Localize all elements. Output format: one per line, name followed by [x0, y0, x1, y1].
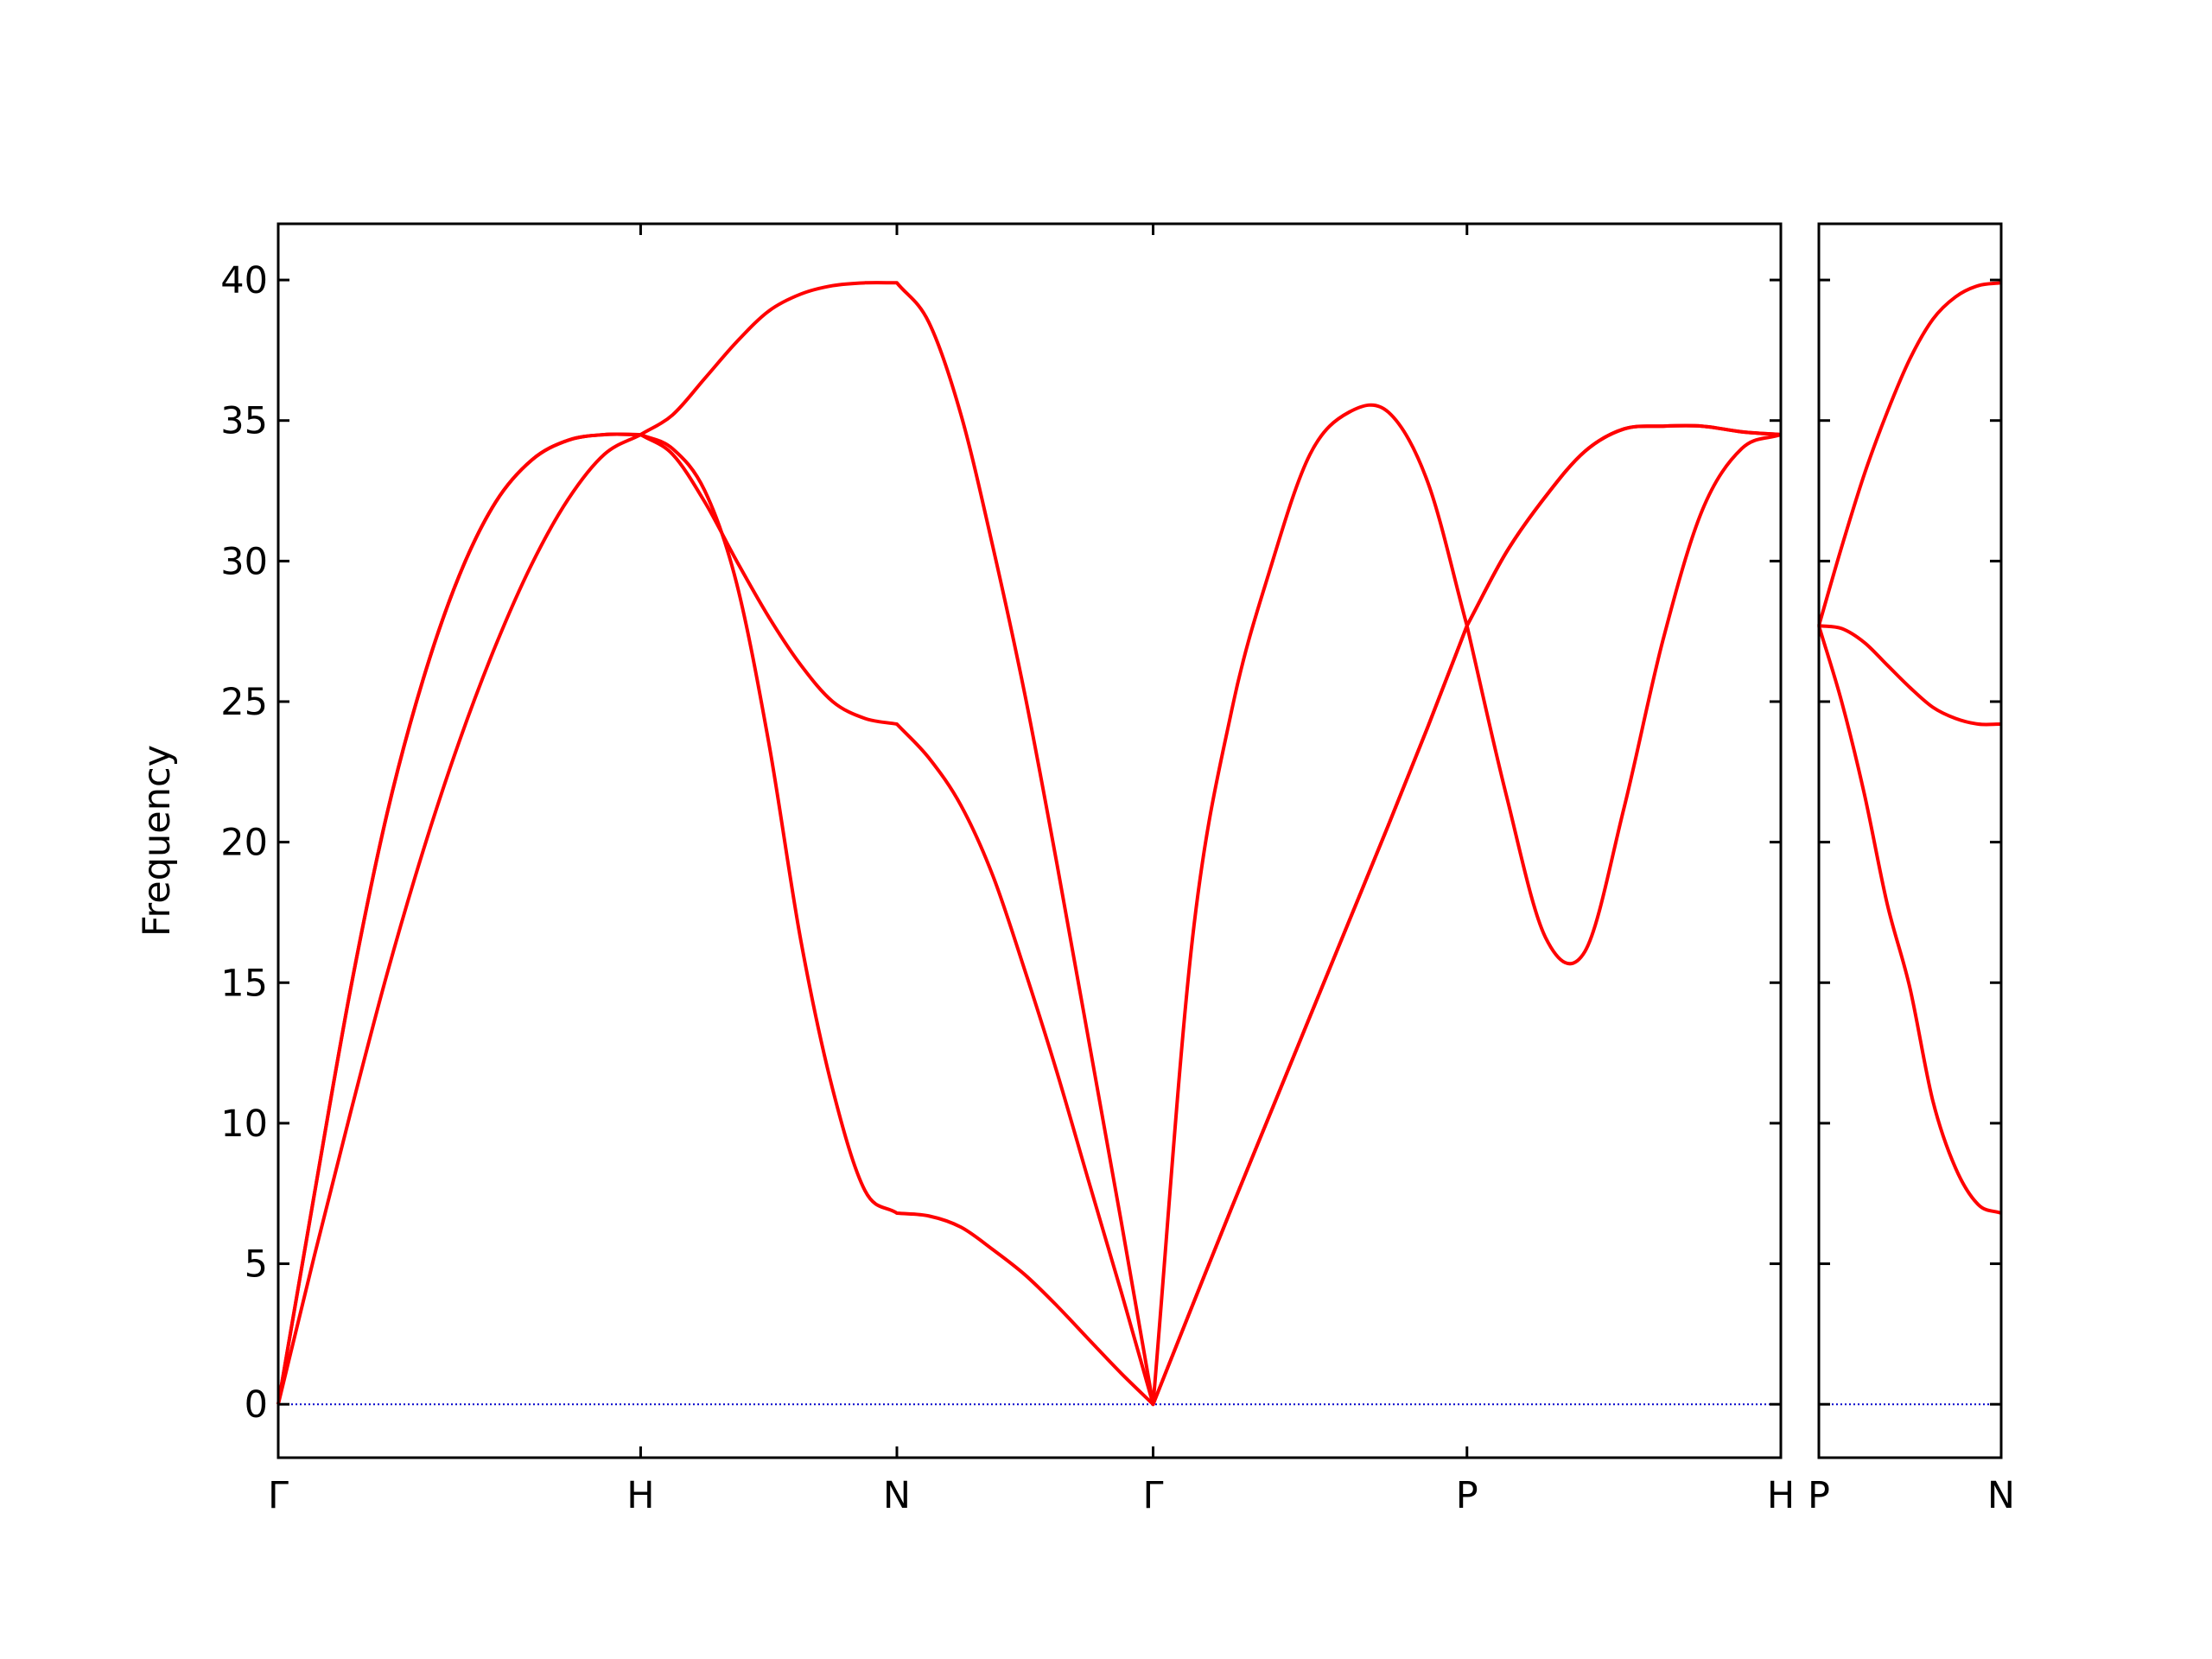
x-tick-label: N [883, 1474, 911, 1517]
y-tick-label: 25 [220, 681, 268, 724]
y-tick-label: 5 [245, 1243, 268, 1287]
x-tick-label: P [1456, 1474, 1478, 1517]
band-line [1817, 281, 2002, 626]
band-line [276, 432, 1782, 1407]
band-line [276, 281, 1782, 1407]
band-line [276, 423, 1782, 1407]
band-line [1818, 624, 2002, 727]
y-tick-label: 35 [220, 400, 268, 443]
y-tick-label: 0 [245, 1383, 268, 1427]
x-tick-label: Γ [1143, 1474, 1164, 1517]
axes-frame [1817, 222, 2003, 1459]
y-axis-label: Frequency [136, 745, 179, 937]
x-tick-label: H [626, 1474, 654, 1517]
band-line [1817, 625, 2002, 1215]
x-tick-label: N [1987, 1474, 2015, 1517]
y-tick-label: 15 [220, 962, 268, 1005]
x-tick-label: P [1808, 1474, 1830, 1517]
y-tick-label: 20 [220, 822, 268, 865]
x-tick-label: Γ [268, 1474, 289, 1517]
y-tick-label: 30 [220, 540, 268, 583]
y-tick-label: 10 [220, 1103, 268, 1146]
axes-frame [276, 222, 1783, 1459]
x-tick-label: H [1767, 1474, 1795, 1517]
y-tick-label: 40 [220, 259, 268, 302]
